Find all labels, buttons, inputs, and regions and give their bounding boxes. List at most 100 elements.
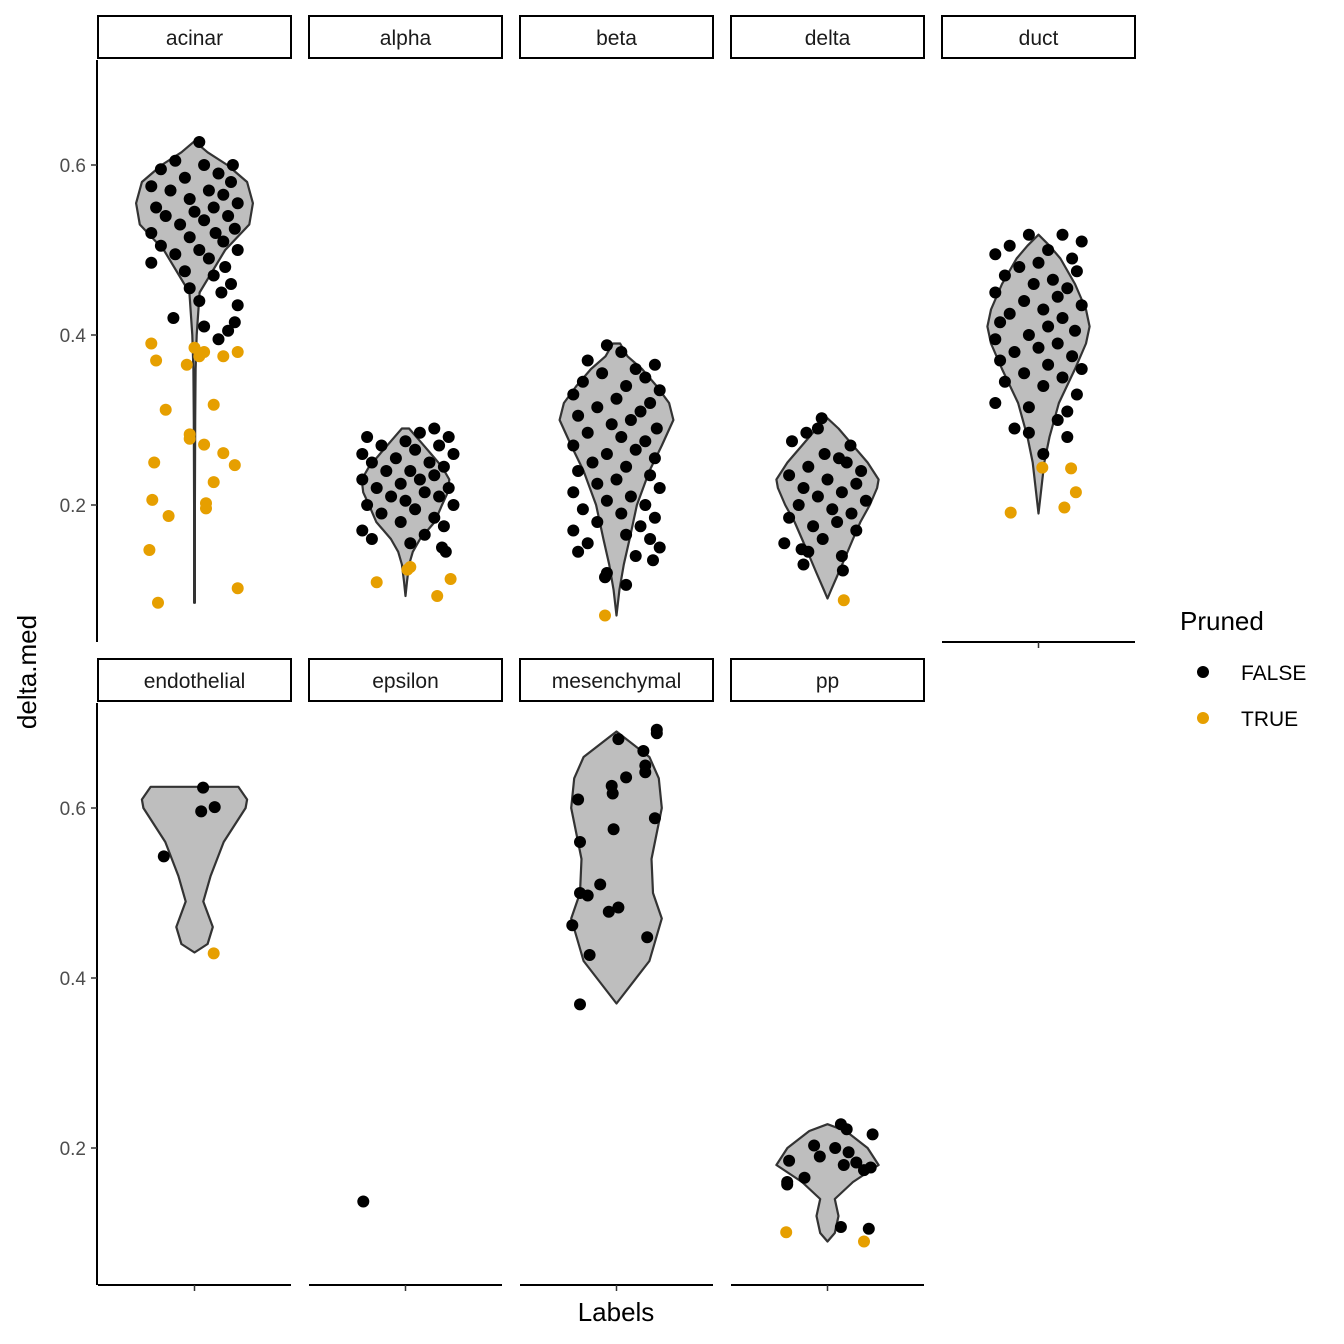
point-true bbox=[198, 438, 211, 451]
point-true bbox=[858, 1235, 870, 1248]
point-false bbox=[212, 333, 225, 346]
point-false bbox=[567, 486, 580, 499]
point-true bbox=[837, 594, 850, 607]
point-false bbox=[620, 460, 633, 473]
point-false bbox=[648, 812, 661, 825]
point-false bbox=[998, 269, 1011, 282]
point-false bbox=[634, 520, 647, 533]
y-tick-label: 0.4 bbox=[60, 969, 87, 990]
point-true bbox=[183, 432, 196, 445]
point-false bbox=[418, 486, 431, 499]
point-false bbox=[231, 299, 244, 312]
point-false bbox=[198, 320, 211, 333]
point-false bbox=[620, 528, 633, 541]
strip-box bbox=[308, 658, 503, 702]
point-true bbox=[217, 447, 230, 460]
point-false bbox=[994, 354, 1007, 367]
point-false bbox=[989, 286, 1002, 299]
point-false bbox=[208, 801, 221, 814]
point-false bbox=[437, 520, 450, 533]
point-false bbox=[644, 397, 657, 409]
point-false bbox=[423, 456, 436, 469]
point-true bbox=[150, 354, 163, 367]
point-false bbox=[639, 766, 652, 779]
point-false bbox=[1027, 278, 1040, 290]
point-false bbox=[195, 805, 208, 818]
x-axis-title: Labels bbox=[578, 1297, 655, 1327]
panel-alpha: alpha bbox=[308, 15, 503, 602]
point-false bbox=[447, 499, 460, 511]
point-false bbox=[648, 358, 661, 371]
point-false bbox=[629, 550, 642, 562]
point-false bbox=[1051, 414, 1064, 426]
point-false bbox=[615, 431, 628, 443]
violin-shape bbox=[135, 140, 254, 604]
y-tick-label: 0.2 bbox=[60, 496, 86, 517]
point-false bbox=[653, 384, 666, 397]
point-false bbox=[178, 265, 191, 278]
point-false bbox=[644, 469, 657, 482]
point-false bbox=[1037, 448, 1050, 460]
point-false bbox=[370, 482, 383, 494]
point-true bbox=[162, 510, 175, 522]
point-false bbox=[566, 919, 579, 932]
point-false bbox=[650, 422, 663, 435]
point-false bbox=[572, 409, 585, 422]
point-false bbox=[231, 197, 244, 210]
point-false bbox=[653, 541, 666, 554]
point-false bbox=[641, 931, 654, 944]
point-false bbox=[610, 473, 623, 486]
point-false bbox=[193, 295, 206, 307]
point-true bbox=[207, 947, 220, 960]
point-false bbox=[637, 745, 650, 757]
point-false bbox=[600, 448, 613, 460]
strip-label: duct bbox=[1019, 27, 1059, 50]
point-false bbox=[591, 477, 604, 490]
point-false bbox=[357, 1195, 370, 1208]
point-true bbox=[159, 403, 172, 416]
point-true bbox=[228, 459, 241, 472]
point-false bbox=[840, 1123, 853, 1136]
point-false bbox=[433, 490, 446, 503]
point-false bbox=[634, 405, 647, 418]
point-true bbox=[152, 596, 164, 609]
legend-swatch-true bbox=[1197, 712, 1209, 724]
strip-box bbox=[519, 15, 714, 59]
point-false bbox=[840, 456, 853, 469]
point-false bbox=[145, 180, 158, 193]
point-false bbox=[1066, 350, 1079, 363]
point-false bbox=[606, 787, 619, 800]
point-false bbox=[826, 503, 839, 516]
point-false bbox=[605, 418, 618, 431]
strip-box bbox=[308, 15, 503, 59]
point-false bbox=[1070, 265, 1083, 278]
point-false bbox=[583, 949, 596, 961]
point-false bbox=[786, 435, 798, 448]
point-false bbox=[813, 1150, 826, 1163]
point-true bbox=[370, 576, 383, 589]
point-false bbox=[413, 426, 426, 439]
point-false bbox=[1032, 256, 1045, 269]
panel-delta: delta bbox=[730, 15, 925, 607]
strip-box bbox=[519, 658, 714, 702]
point-false bbox=[409, 503, 422, 516]
point-false bbox=[650, 727, 663, 740]
point-false bbox=[183, 193, 196, 205]
point-false bbox=[629, 363, 642, 375]
point-false bbox=[399, 494, 412, 507]
point-false bbox=[835, 550, 848, 562]
point-false bbox=[356, 524, 369, 537]
point-false bbox=[567, 388, 580, 401]
point-false bbox=[574, 836, 586, 848]
point-false bbox=[225, 278, 237, 290]
point-false bbox=[1056, 312, 1069, 324]
point-true bbox=[145, 337, 158, 350]
point-false bbox=[219, 261, 232, 273]
point-false bbox=[648, 452, 661, 465]
point-true bbox=[1036, 461, 1049, 474]
point-true bbox=[217, 350, 230, 363]
point-false bbox=[1056, 371, 1069, 384]
point-false bbox=[844, 439, 857, 452]
point-false bbox=[209, 227, 222, 239]
y-tick-label: 0.6 bbox=[60, 156, 86, 177]
